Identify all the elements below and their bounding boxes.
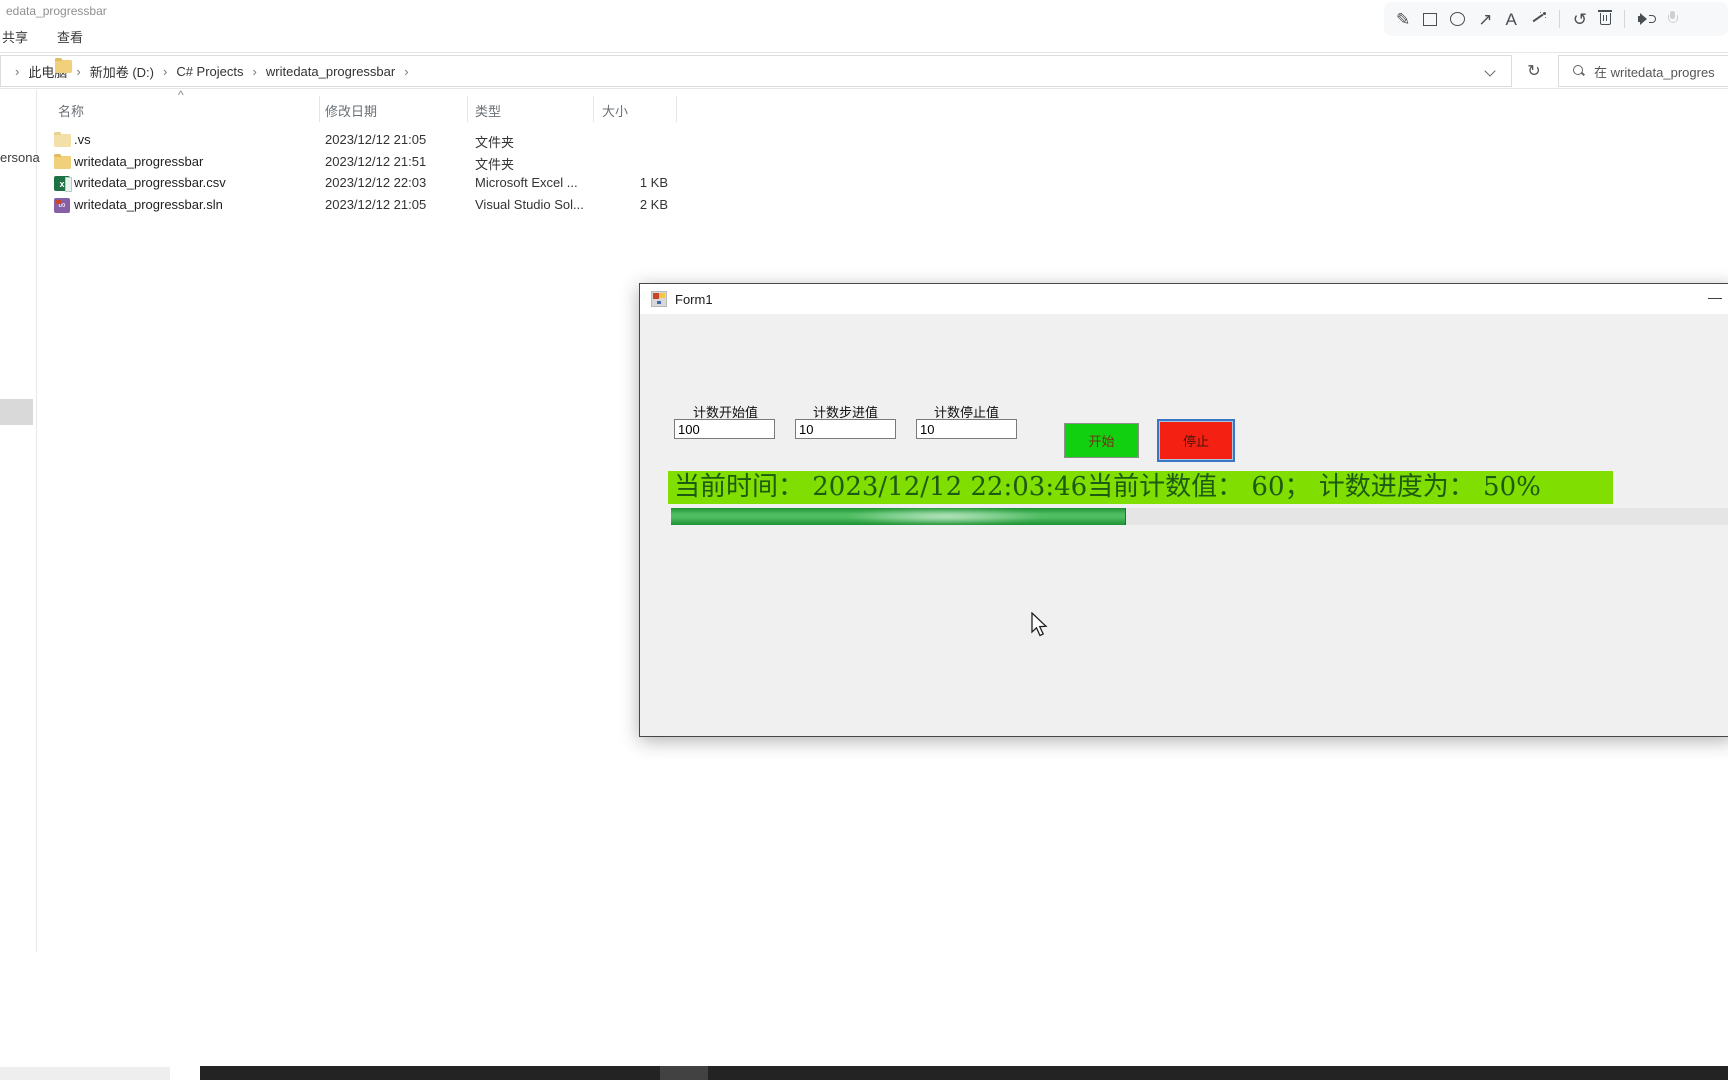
sidebar-item-personal[interactable]: ersona bbox=[0, 150, 40, 165]
file-size: 1 KB bbox=[639, 175, 668, 190]
mouse-cursor bbox=[1031, 612, 1048, 637]
sidebar-selected-item[interactable] bbox=[0, 399, 33, 425]
arrow-tool-icon[interactable]: ↗ bbox=[1478, 9, 1493, 29]
toolbar-divider bbox=[1558, 10, 1560, 28]
file-type: 文件夹 bbox=[475, 157, 515, 172]
visual-studio-file-icon: ∞ bbox=[54, 198, 70, 213]
stop-button[interactable]: 停止 bbox=[1157, 419, 1235, 462]
file-name[interactable]: writedata_progressbar.sln bbox=[74, 197, 223, 212]
refresh-icon[interactable]: ↻ bbox=[1527, 63, 1541, 80]
toolbar-divider bbox=[1624, 10, 1626, 28]
column-divider[interactable] bbox=[319, 96, 320, 122]
text-tool-icon[interactable]: A bbox=[1505, 9, 1517, 29]
file-row[interactable]: writedata_progressbar 2023/12/12 21:51 文… bbox=[0, 152, 760, 173]
column-header-date[interactable]: 修改日期 bbox=[325, 104, 378, 119]
file-name[interactable]: .vs bbox=[74, 132, 91, 147]
breadcrumb-drive-d[interactable]: 新加卷 (D:) bbox=[89, 64, 154, 80]
status-label: 当前时间： 2023/12/12 22:03:46当前计数值： 60； 计数进度… bbox=[668, 471, 1613, 504]
speaker-icon[interactable] bbox=[1638, 12, 1657, 26]
sort-ascending-icon[interactable]: ^ bbox=[178, 88, 184, 102]
label-count-step: 计数步进值 bbox=[813, 405, 879, 420]
label-count-start: 计数开始值 bbox=[693, 405, 759, 420]
file-row[interactable]: ∞ writedata_progressbar.sln 2023/12/12 2… bbox=[0, 195, 760, 216]
search-placeholder-text: 在 writedata_progres bbox=[1594, 64, 1715, 80]
taskbar[interactable] bbox=[200, 1066, 1728, 1080]
divider bbox=[0, 88, 1728, 89]
count-step-input[interactable] bbox=[795, 419, 896, 439]
rectangle-tool-icon[interactable] bbox=[1423, 12, 1438, 26]
column-header-type[interactable]: 类型 bbox=[475, 104, 502, 119]
breadcrumb-separator: › bbox=[76, 63, 81, 79]
label-count-stop: 计数停止值 bbox=[934, 405, 1000, 420]
magic-wand-icon[interactable] bbox=[1530, 11, 1546, 27]
form1-titlebar[interactable]: Form1 — bbox=[640, 284, 1728, 314]
file-type: 文件夹 bbox=[475, 135, 515, 150]
search-icon bbox=[1573, 65, 1585, 77]
breadcrumb-writedata-progressbar[interactable]: writedata_progressbar bbox=[265, 63, 396, 79]
progress-gloss bbox=[843, 508, 1048, 525]
progress-bar bbox=[671, 508, 1728, 525]
column-header-size[interactable]: 大小 bbox=[602, 104, 629, 119]
form-app-icon bbox=[651, 291, 667, 307]
file-row[interactable]: x writedata_progressbar.csv 2023/12/12 2… bbox=[0, 173, 760, 194]
file-date: 2023/12/12 21:05 bbox=[325, 132, 427, 147]
sidebar-divider bbox=[36, 90, 37, 952]
file-date: 2023/12/12 21:05 bbox=[325, 197, 427, 212]
form-title: Form1 bbox=[675, 292, 713, 307]
column-divider[interactable] bbox=[593, 96, 594, 122]
folder-icon bbox=[54, 131, 71, 147]
column-divider[interactable] bbox=[676, 96, 677, 122]
file-type: Microsoft Excel ... bbox=[475, 175, 578, 190]
explorer-window-title: edata_progressbar bbox=[6, 4, 107, 18]
trash-icon[interactable] bbox=[1598, 10, 1613, 25]
undo-icon[interactable]: ↺ bbox=[1572, 9, 1588, 29]
taskbar-light-segment bbox=[0, 1067, 170, 1080]
file-date: 2023/12/12 22:03 bbox=[325, 175, 427, 190]
column-divider[interactable] bbox=[467, 96, 468, 122]
file-row[interactable]: .vs 2023/12/12 21:05 文件夹 bbox=[0, 130, 760, 151]
folder-icon bbox=[55, 57, 72, 73]
count-start-input[interactable] bbox=[674, 419, 775, 439]
folder-icon bbox=[54, 153, 71, 169]
address-bar[interactable]: › 此电脑 › 新加卷 (D:) › C# Projects › writeda… bbox=[0, 55, 1512, 87]
breadcrumb-separator: › bbox=[252, 63, 257, 79]
start-button[interactable]: 开始 bbox=[1064, 423, 1139, 458]
search-input[interactable]: 在 writedata_progres bbox=[1558, 55, 1728, 87]
ellipse-tool-icon[interactable] bbox=[1450, 12, 1466, 26]
menu-view[interactable]: 查看 bbox=[57, 30, 84, 45]
excel-file-icon: x bbox=[54, 176, 72, 192]
divider bbox=[0, 52, 1728, 53]
count-stop-input[interactable] bbox=[916, 419, 1017, 439]
progress-fill bbox=[671, 508, 1126, 525]
breadcrumb-csharp-projects[interactable]: C# Projects bbox=[176, 63, 244, 79]
column-header-name[interactable]: 名称 bbox=[58, 104, 85, 119]
file-name[interactable]: writedata_progressbar.csv bbox=[74, 175, 226, 190]
breadcrumb-separator: › bbox=[404, 63, 409, 79]
breadcrumb-separator: › bbox=[15, 63, 20, 79]
taskbar-button[interactable] bbox=[660, 1066, 708, 1080]
pencil-icon[interactable]: ✎ bbox=[1396, 9, 1411, 29]
annotation-toolbar: ✎ ↗ A ↺ bbox=[1384, 2, 1728, 36]
menu-share[interactable]: 共享 bbox=[2, 30, 29, 45]
microphone-muted-icon[interactable] bbox=[1667, 11, 1679, 27]
minimize-button[interactable]: — bbox=[1708, 289, 1722, 305]
file-date: 2023/12/12 21:51 bbox=[325, 154, 427, 169]
file-size: 2 KB bbox=[639, 197, 668, 212]
file-type: Visual Studio Sol... bbox=[475, 197, 584, 212]
breadcrumb-separator: › bbox=[162, 63, 168, 79]
file-name[interactable]: writedata_progressbar bbox=[74, 154, 204, 169]
